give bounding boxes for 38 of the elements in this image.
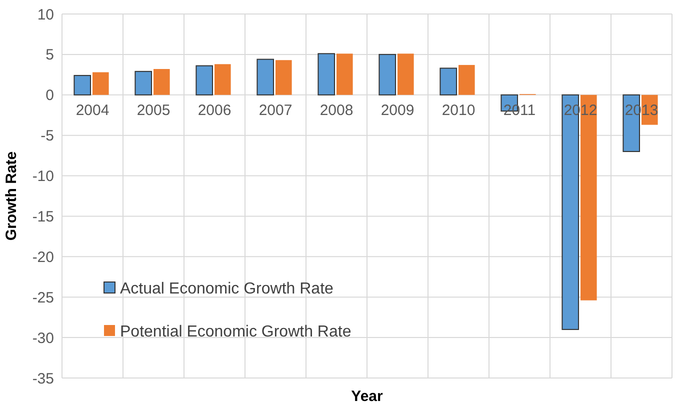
y-tick-label: -25	[32, 289, 54, 306]
y-tick-label: 10	[37, 6, 54, 24]
x-tick-label: 2008	[320, 102, 354, 119]
bar	[256, 58, 274, 96]
x-tick-label: 2011	[503, 102, 536, 119]
bar	[458, 64, 475, 95]
x-tick-label: 2013	[624, 102, 658, 119]
x-tick-label: 2004	[76, 102, 110, 119]
y-tick-label: -35	[32, 370, 54, 388]
y-tick-label: -30	[32, 330, 54, 347]
y-axis-title: Growth Rate	[3, 151, 20, 241]
bar	[154, 69, 170, 95]
x-tick-label: 2006	[198, 102, 232, 119]
x-tick-label: 2007	[258, 102, 292, 119]
y-tick-label: -20	[32, 248, 54, 266]
x-tick-label: 2012	[564, 102, 598, 119]
y-tick-label: 0	[46, 87, 54, 104]
x-tick-label: 2010	[442, 102, 476, 119]
bar	[336, 54, 353, 95]
bar	[398, 54, 414, 95]
x-axis-title: Year	[351, 388, 384, 405]
bar	[276, 60, 292, 95]
bar	[318, 53, 335, 96]
x-tick-label: 2005	[136, 102, 170, 119]
bar	[92, 72, 109, 95]
legend-label: Actual Economic Growth Rate	[120, 280, 334, 298]
bar	[440, 68, 457, 96]
y-tick-label: 5	[46, 46, 54, 64]
y-tick-label: -5	[40, 128, 54, 145]
x-tick-label: 2009	[380, 102, 414, 119]
bar	[214, 64, 231, 95]
bar	[378, 54, 396, 96]
bar	[134, 70, 152, 96]
legend-label: Potential Economic Growth Rate	[120, 324, 352, 341]
bar	[196, 65, 213, 96]
bar	[74, 74, 91, 96]
y-tick-label: -10	[32, 168, 54, 186]
y-tick-label: -15	[32, 208, 54, 226]
